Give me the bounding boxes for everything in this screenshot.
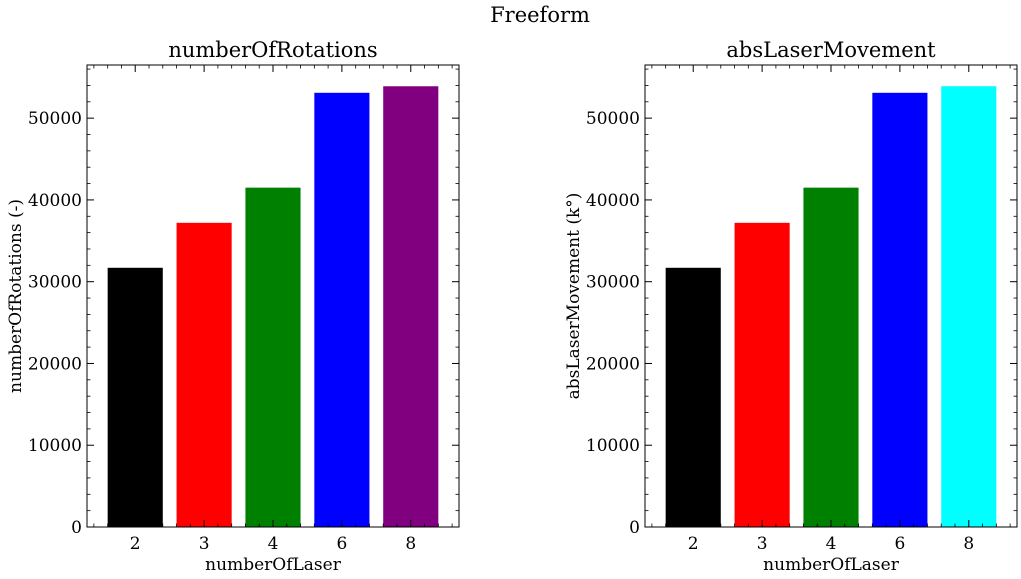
- chart-title: numberOfRotations: [168, 38, 377, 62]
- chart-panel-rotations: numberOfRotations numberOfLaser numberOf…: [6, 38, 460, 575]
- x-tick-label: 4: [826, 534, 837, 554]
- x-tick-label: 6: [894, 534, 905, 554]
- y-tick-label: 30000: [586, 273, 640, 293]
- plot-area: 0 10000 20000 30000 40000 50000 2 3 4 6 8: [28, 64, 460, 554]
- x-tick-label: 3: [199, 534, 210, 554]
- chart-title: absLaserMovement: [726, 38, 936, 62]
- y-tick-label: 10000: [28, 436, 82, 456]
- chart-panel-laser-movement: absLaserMovement numberOfLaser absLaserM…: [564, 38, 1018, 575]
- x-axis-label: numberOfLaser: [763, 555, 900, 575]
- figure-suptitle: Freeform: [490, 3, 590, 27]
- bar-3: [734, 222, 790, 527]
- y-axis-label: absLaserMovement (k°): [564, 193, 584, 400]
- bar-6: [872, 92, 928, 528]
- bar-4: [245, 187, 301, 527]
- x-tick-label: 8: [405, 534, 416, 554]
- y-tick-label: 50000: [586, 109, 640, 129]
- bar-2: [665, 267, 721, 527]
- y-tick-label: 30000: [28, 273, 82, 293]
- bar-6: [314, 92, 370, 528]
- y-tick-label: 40000: [28, 191, 82, 211]
- bar-2: [107, 267, 163, 527]
- x-axis-label: numberOfLaser: [205, 555, 342, 575]
- bar-8: [383, 86, 439, 527]
- y-axis-label: numberOfRotations (-): [6, 199, 26, 393]
- bar-8: [941, 86, 997, 527]
- x-tick-label: 6: [336, 534, 347, 554]
- x-tick-label: 3: [757, 534, 768, 554]
- y-tick-label: 40000: [586, 191, 640, 211]
- x-tick-label: 8: [963, 534, 974, 554]
- bar-3: [176, 222, 232, 527]
- x-tick-label: 2: [130, 534, 141, 554]
- x-tick-label: 2: [688, 534, 699, 554]
- y-tick-label: 0: [71, 518, 82, 538]
- y-tick-label: 0: [629, 518, 640, 538]
- y-tick-label: 20000: [586, 354, 640, 374]
- bar-4: [803, 187, 859, 527]
- y-tick-label: 10000: [586, 436, 640, 456]
- y-tick-label: 20000: [28, 354, 82, 374]
- plot-area: 0 10000 20000 30000 40000 50000 2 3 4 6 8: [586, 64, 1018, 554]
- x-tick-label: 4: [268, 534, 279, 554]
- y-tick-label: 50000: [28, 109, 82, 129]
